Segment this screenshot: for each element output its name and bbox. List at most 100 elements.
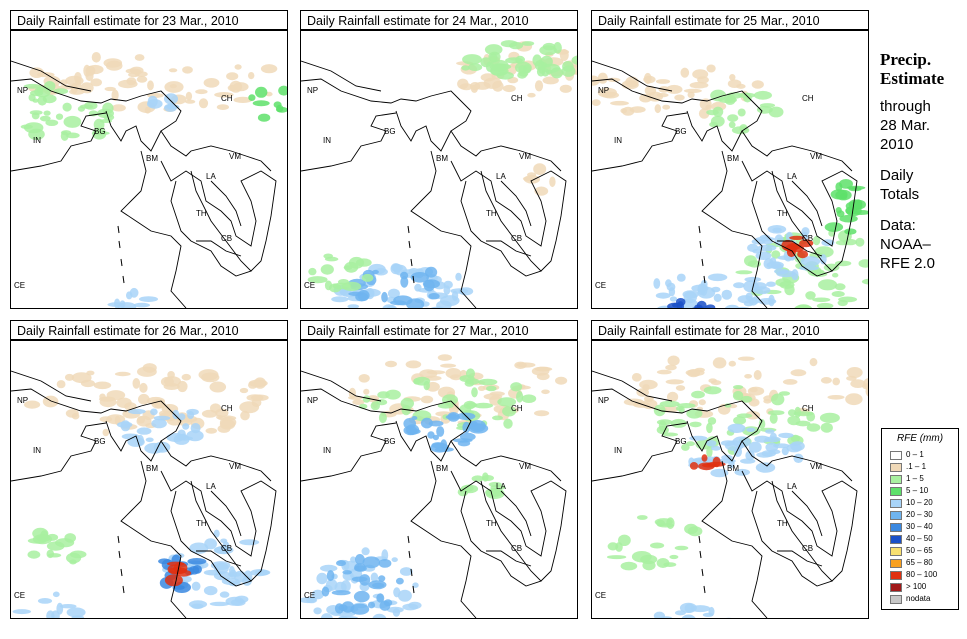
rain-cell <box>248 72 255 80</box>
rain-cell <box>674 545 689 551</box>
rain-cell <box>711 286 721 293</box>
rain-cell <box>514 361 527 369</box>
country-label-bm: BM <box>436 464 448 473</box>
rain-cell <box>177 380 188 393</box>
rain-cell <box>425 266 438 278</box>
rain-cell <box>478 385 486 391</box>
rain-cell <box>23 83 42 89</box>
rain-cell <box>440 363 457 368</box>
rain-cell <box>758 418 766 430</box>
rain-cell <box>90 78 102 87</box>
rain-cell <box>445 368 462 379</box>
rain-cell <box>769 413 778 424</box>
rain-cell <box>400 276 409 288</box>
rain-cell <box>834 260 852 267</box>
country-border <box>592 112 688 172</box>
rain-cell <box>728 121 736 129</box>
rain-cell <box>205 427 218 434</box>
island-outline <box>701 258 704 267</box>
rain-cell <box>383 599 393 607</box>
rain-cell <box>93 381 112 390</box>
rain-cell <box>484 44 503 56</box>
rain-cell <box>361 547 370 556</box>
rain-cell <box>707 273 728 282</box>
rain-cell <box>727 114 739 122</box>
rain-cell <box>255 86 268 98</box>
country-label-th: TH <box>486 209 497 218</box>
rain-cell <box>69 88 85 95</box>
rain-cell <box>642 384 650 391</box>
rain-cell <box>656 93 669 98</box>
rain-cell <box>793 453 804 463</box>
rain-cell <box>408 268 420 274</box>
rain-cell <box>775 278 792 287</box>
rain-cell <box>820 422 833 433</box>
rain-cell <box>169 84 177 89</box>
rain-cell <box>820 377 832 384</box>
rain-cell <box>83 64 91 77</box>
rain-cell <box>173 562 188 574</box>
rain-cell <box>743 280 759 293</box>
rain-cell <box>150 408 158 416</box>
rain-cell <box>561 65 576 77</box>
rain-cell <box>823 263 840 272</box>
legend-item: 10 – 20 <box>890 498 956 509</box>
rain-cell <box>27 550 41 559</box>
rain-cell <box>797 250 809 259</box>
rain-cell <box>650 542 665 549</box>
rain-cell <box>363 388 370 395</box>
rain-cell <box>653 611 665 618</box>
rain-cell <box>510 382 523 392</box>
rain-cell <box>863 378 868 390</box>
rain-cell <box>348 395 363 400</box>
rain-cell <box>39 115 51 122</box>
rain-cell <box>656 419 673 426</box>
rain-cell <box>386 304 397 308</box>
country-border <box>11 112 107 172</box>
rain-cell <box>139 382 148 393</box>
country-border <box>450 160 567 272</box>
rain-cell <box>533 163 547 176</box>
rain-cell <box>105 60 123 71</box>
rain-cell <box>744 374 752 379</box>
rain-cell <box>164 93 178 105</box>
island-outline <box>410 258 413 267</box>
rain-cell <box>670 418 687 428</box>
country-border <box>301 60 382 92</box>
rain-cell <box>784 284 795 296</box>
rain-cell <box>662 104 671 110</box>
rain-cell <box>733 282 745 289</box>
rain-cell <box>787 409 797 417</box>
rain-cell <box>79 104 94 109</box>
rain-cell <box>656 369 672 375</box>
rain-cell <box>850 379 866 388</box>
country-border <box>701 150 768 308</box>
rain-cell <box>52 591 60 598</box>
legend-label: 5 – 10 <box>906 486 929 495</box>
rain-cell <box>778 432 794 439</box>
rain-cell <box>766 281 776 287</box>
legend-item: 0 – 1 <box>890 450 956 461</box>
rain-cell <box>178 413 186 421</box>
rainfall-field <box>12 363 271 618</box>
rain-cell <box>29 110 43 115</box>
rain-cell <box>706 64 716 73</box>
rain-cell <box>737 356 755 361</box>
rain-cell <box>164 103 177 112</box>
rain-cell <box>684 523 698 535</box>
rain-cell <box>770 432 777 441</box>
country-label-cb: CB <box>511 234 522 243</box>
rain-cell <box>680 67 690 78</box>
rain-cell <box>420 395 434 404</box>
country-label-bg: BG <box>675 127 687 136</box>
island-outline <box>412 585 415 594</box>
rain-cell <box>486 385 497 392</box>
legend-item: 20 – 30 <box>890 510 956 521</box>
rain-cell <box>489 53 498 63</box>
rain-cell <box>69 559 77 565</box>
rain-cell <box>385 360 397 368</box>
rain-cell <box>372 582 385 588</box>
rain-cell <box>462 54 482 65</box>
legend-item: 65 – 80 <box>890 558 956 569</box>
country-border <box>210 490 242 537</box>
